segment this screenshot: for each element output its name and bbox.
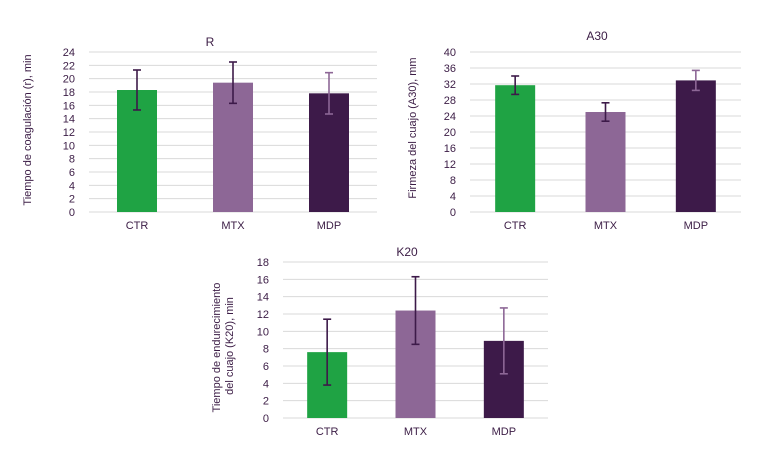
y-tick-label: 0 — [69, 207, 75, 219]
x-tick-label: MTX — [594, 220, 618, 232]
y-tick-label: 16 — [63, 100, 75, 112]
y-tick-label: 2 — [263, 396, 269, 408]
x-tick-label: MTX — [404, 426, 428, 438]
y-tick-label: 8 — [263, 344, 269, 356]
chart-a30: A30 Firmeza del cuajo (A30), mm 0 4 8 12 16 2… — [384, 0, 768, 240]
x-tick-label: MDP — [492, 426, 516, 438]
y-tick-label: 10 — [257, 326, 269, 338]
chart-r-svg: R Tiempo de coagulación (r), min 0246810… — [22, 35, 377, 232]
bar-mtx — [213, 82, 253, 213]
y-axis-label: Tiempo de endurecimiento del cuajo (K20)… — [211, 280, 236, 413]
chart-r: R Tiempo de coagulación (r), min 0 2 4 6 8 10… — [0, 0, 384, 240]
y-tick-label: 0 — [450, 207, 456, 219]
y-tick-label: 18 — [63, 87, 75, 99]
x-tick-label: MDP — [684, 220, 708, 232]
x-tick-label: CTR — [126, 220, 149, 232]
y-tick-label: 14 — [63, 114, 75, 126]
y-tick-label: 28 — [444, 95, 456, 107]
chart-k20-svg: K20 Tiempo de endurecimiento del cuajo (… — [211, 245, 548, 438]
y-tick-label: 8 — [450, 175, 456, 187]
x-tick-label: MDP — [317, 220, 341, 232]
x-tick-label: CTR — [316, 426, 339, 438]
y-tick-label: 16 — [257, 274, 269, 286]
y-tick-label: 20 — [63, 74, 75, 86]
y-axis-label-line-2: del cuajo (K20), min — [224, 297, 236, 395]
chart-title: A30 — [586, 29, 608, 43]
bar-ctr — [495, 85, 536, 212]
y-axis-label-line-1: Tiempo de endurecimiento — [211, 283, 223, 413]
y-tick-label: 4 — [450, 191, 456, 203]
chart-title: K20 — [396, 245, 418, 259]
chart-k20: K20 Tiempo de endurecimiento del cuajo (… — [192, 232, 576, 455]
y-tick-label: 0 — [263, 413, 269, 425]
y-tick-label: 2 — [69, 194, 75, 206]
y-tick-label: 12 — [63, 127, 75, 139]
y-tick-label: 4 — [69, 180, 75, 192]
y-tick-label: 8 — [69, 154, 75, 166]
y-tick-label: 6 — [69, 167, 75, 179]
y-tick-label: 10 — [63, 140, 75, 152]
y-tick-label: 36 — [444, 63, 456, 75]
x-tick-label: CTR — [504, 220, 527, 232]
bar-mtx — [585, 112, 626, 212]
y-tick-label: 40 — [444, 47, 456, 59]
bar-mdp — [675, 80, 716, 213]
chart-title: R — [206, 35, 215, 49]
y-tick-label: 24 — [444, 111, 456, 123]
y-axis-label: Tiempo de coagulación (r), min — [22, 54, 34, 205]
y-tick-label: 4 — [263, 378, 269, 390]
x-tick-label: MTX — [221, 220, 245, 232]
y-tick-label: 16 — [444, 143, 456, 155]
y-tick-label: 24 — [63, 47, 75, 59]
y-tick-label: 32 — [444, 79, 456, 91]
y-tick-label: 22 — [63, 60, 75, 72]
y-tick-label: 6 — [263, 361, 269, 373]
y-tick-label: 14 — [257, 292, 269, 304]
y-tick-label: 12 — [444, 159, 456, 171]
y-tick-label: 12 — [257, 309, 269, 321]
y-tick-label: 20 — [444, 127, 456, 139]
y-axis-label: Firmeza del cuajo (A30), mm — [407, 57, 419, 198]
y-tick-label: 18 — [257, 257, 269, 269]
chart-a30-svg: A30 Firmeza del cuajo (A30), mm 0 4 8 12 16 2… — [407, 29, 741, 232]
